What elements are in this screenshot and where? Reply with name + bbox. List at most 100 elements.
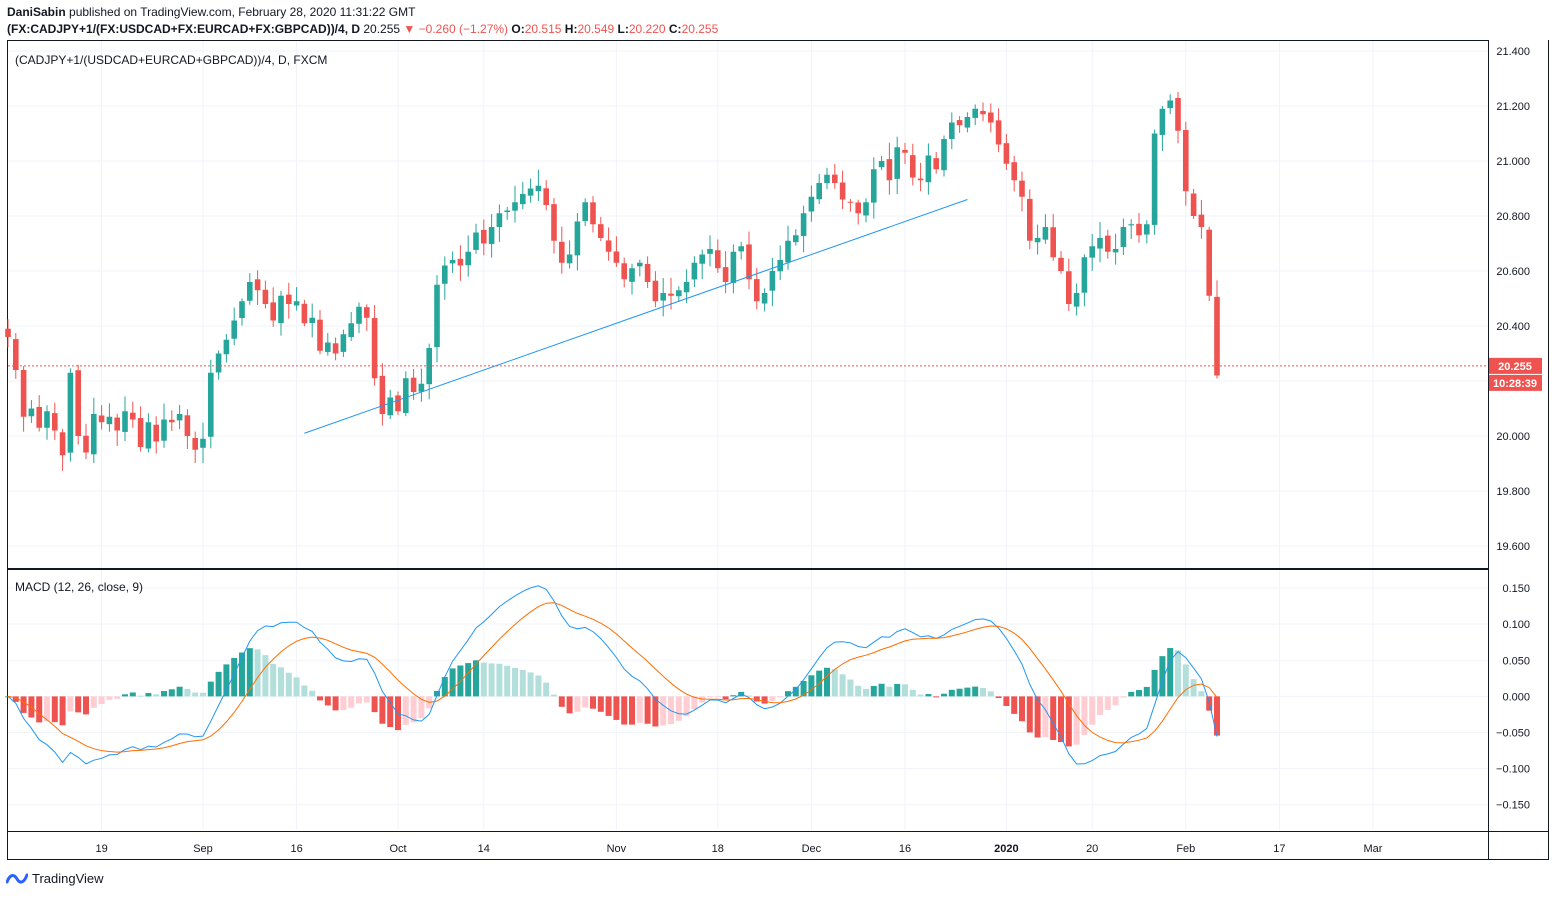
high-value: 20.549 [577,22,615,36]
macd-histogram-bar [527,672,534,697]
open-value: 20.515 [524,22,562,36]
open-label: O: [511,22,525,36]
macd-histogram-bar [995,696,1002,699]
candle-body [1050,227,1056,258]
macd-histogram-bar [1089,696,1096,725]
macd-histogram-bar [324,696,331,706]
candle-body [91,414,97,455]
candle-body [223,339,230,355]
candle-body [192,438,198,450]
time-tick-label: Oct [389,843,406,855]
candle-body [1175,98,1181,131]
candle-body [839,182,846,200]
price-tick-label: 20.600 [1496,266,1530,278]
candle-body [13,339,19,370]
candle-body [1214,296,1220,376]
macd-histogram-bar [161,691,167,697]
macd-histogram-bar [878,683,885,697]
chart-canvas[interactable]: (CADJPY+1/(USDCAD+EURCAD+GBPCAD))/4, D, … [0,40,1560,862]
macd-histogram-bar [1198,691,1205,697]
candle-body [1089,246,1095,258]
candle-body [683,282,690,293]
candle-body [215,353,222,373]
macd-histogram-bar [387,696,394,728]
macd-histogram-bar [636,696,643,723]
macd-histogram-bar [855,685,862,697]
macd-histogram-bar [574,696,581,712]
macd-tick-label: 0.100 [1502,619,1530,631]
macd-histogram-bar [418,696,425,719]
macd-histogram-bar [551,694,557,697]
candle-body [36,406,42,428]
candle-body [894,147,900,179]
candle-body [637,262,643,267]
trendline[interactable] [304,199,968,434]
high-label: H: [564,22,578,36]
macd-histogram-bar [1214,696,1220,736]
macd-histogram-bar [683,696,690,717]
candle-body [754,279,760,302]
candle-body [371,318,378,379]
candle-body [449,260,456,264]
macd-histogram-bar [20,696,27,713]
candle-body [137,418,144,447]
candle-body [878,161,885,168]
candle-body [925,155,932,183]
candle-body [535,185,542,192]
candle-body [785,240,791,263]
candle-body [949,122,955,140]
macd-histogram-bar [363,696,370,703]
candle-body [1058,257,1064,271]
candle-body [161,419,167,441]
candle-body [481,229,487,244]
candle-body [855,202,861,214]
macd-histogram-bar [909,689,916,697]
price-tick-label: 20.000 [1496,431,1530,443]
macd-histogram-bar [902,684,908,697]
candle-body [67,372,74,453]
time-tick-label: 18 [712,843,724,855]
candle-body [348,323,354,337]
macd-histogram-bar [972,686,979,697]
macd-histogram-bar [1175,650,1181,697]
author-name[interactable]: DaniSabin [7,5,66,19]
time-tick-label: 17 [1273,843,1285,855]
candle-body [379,375,386,414]
macd-histogram-bar [285,672,292,697]
macd-histogram-bar [496,663,503,697]
candle-body [278,295,284,324]
candle-body [1151,133,1158,225]
close-label: C: [668,22,682,36]
symbol-label[interactable]: (FX:CADJPY+1/(FX:USDCAD+FX:EURCAD+FX:GBP… [7,22,361,36]
macd-histogram-bar [613,696,620,720]
macd-histogram-bar [504,665,511,697]
candle-body [793,235,799,243]
time-tick-label: Nov [607,843,627,855]
macd-histogram-bar [145,693,152,697]
macd-histogram-bar [941,693,947,697]
macd-histogram-bar [1120,696,1127,698]
candle-body [559,241,565,263]
macd-histogram-bar [925,694,932,697]
macd-histogram-bar [808,675,815,697]
macd-histogram-bar [348,696,355,708]
macd-histogram-bar [1167,648,1174,697]
candle-body [247,282,253,301]
macd-histogram-bar [1159,656,1166,697]
candle-body [169,419,175,423]
macd-histogram-bar [1019,696,1025,722]
candle-body [699,254,705,264]
candle-body [1034,238,1041,243]
candle-body [340,334,347,352]
macd-histogram-bar [1112,696,1119,706]
macd-histogram-bar [652,696,659,727]
macd-histogram-bar [356,696,362,704]
tradingview-logo[interactable]: TradingView [6,870,104,886]
candle-body [1112,249,1119,253]
macd-histogram-bar [106,696,113,700]
candle-body [410,377,417,392]
macd-histogram-bar [917,694,924,697]
macd-histogram-bar [262,655,269,697]
macd-histogram-bar [1050,696,1057,740]
macd-histogram-bar [722,696,729,700]
